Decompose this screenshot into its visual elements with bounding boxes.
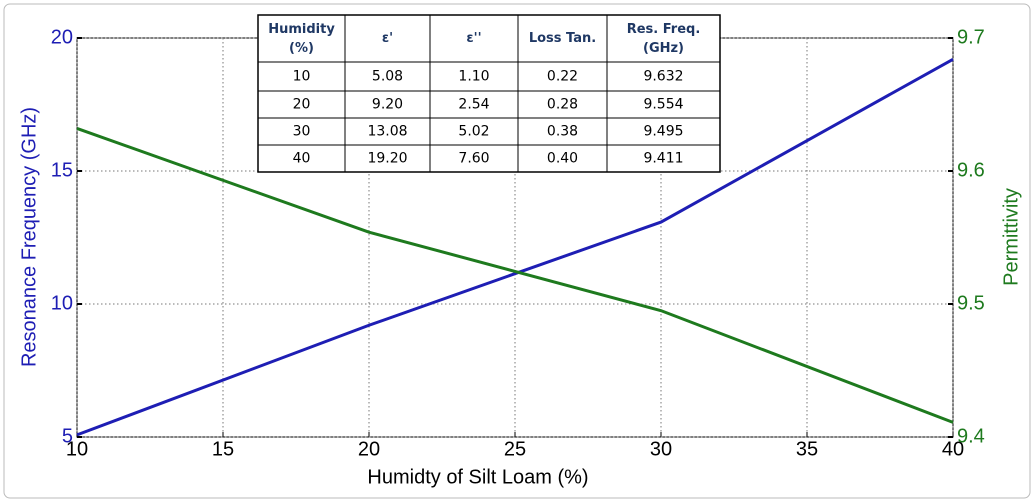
x-tick-label: 10 <box>66 438 88 460</box>
table-cell: 2.54 <box>458 97 489 113</box>
table-cell: 13.08 <box>367 124 407 140</box>
y2-axis-label: Permittivity <box>1000 188 1022 286</box>
table-cell: 10 <box>293 69 311 85</box>
table-cell: 7.60 <box>458 151 489 167</box>
table-cell: 9.20 <box>372 97 403 113</box>
line-series <box>76 127 954 424</box>
data-table: Humidity (%) ε' ε'' Loss Tan. Res. Freq. (GHz)… <box>257 14 721 173</box>
x-tick-label: 25 <box>504 438 526 460</box>
y-tick-label: 15 <box>51 159 73 181</box>
x-tick-label: 15 <box>212 438 234 460</box>
y2-tick-label: 9.6 <box>957 159 985 181</box>
y-tick-label: 20 <box>51 26 73 48</box>
table-cell: 9.411 <box>643 151 683 167</box>
table-header: Humidity (%) <box>268 22 335 56</box>
table-cell: 0.22 <box>547 69 578 85</box>
y2-tick-label: 9.5 <box>957 292 985 314</box>
table-cell: 19.20 <box>367 151 407 167</box>
y2-tick-label: 9.7 <box>957 26 985 48</box>
table-background <box>257 14 721 173</box>
table-cell: 0.40 <box>547 151 578 167</box>
line-series <box>76 57 954 437</box>
x-axis-label: Humidty of Silt Loam (%) <box>367 466 588 488</box>
table-cell: 30 <box>293 124 311 140</box>
table-cell: 40 <box>293 151 311 167</box>
x-tick-label: 20 <box>358 438 380 460</box>
table-cell: 0.38 <box>547 124 578 140</box>
x-tick-label: 35 <box>796 438 818 460</box>
y-axis-label: Resonance Frequency (GHz) <box>18 107 40 367</box>
x-tick-label: 40 <box>942 438 964 460</box>
table-cell: 1.10 <box>458 69 489 85</box>
table-header: ε' <box>382 31 393 46</box>
table-cell: 9.632 <box>643 69 683 85</box>
table-cell: 0.28 <box>547 97 578 113</box>
table-header: Res. Freq. (GHz) <box>627 22 701 56</box>
y2-tick-label: 9.4 <box>957 425 985 447</box>
y-tick-label: 5 <box>62 425 73 447</box>
table-header: ε'' <box>466 31 481 46</box>
table-cell: 5.02 <box>458 124 489 140</box>
table-cell: 9.495 <box>643 124 683 140</box>
table-cell: 20 <box>293 97 311 113</box>
table-cell: 5.08 <box>372 69 403 85</box>
table-cell: 9.554 <box>643 97 683 113</box>
y-tick-label: 10 <box>51 292 73 314</box>
table-header: Loss Tan. <box>529 31 596 46</box>
x-tick-label: 30 <box>650 438 672 460</box>
